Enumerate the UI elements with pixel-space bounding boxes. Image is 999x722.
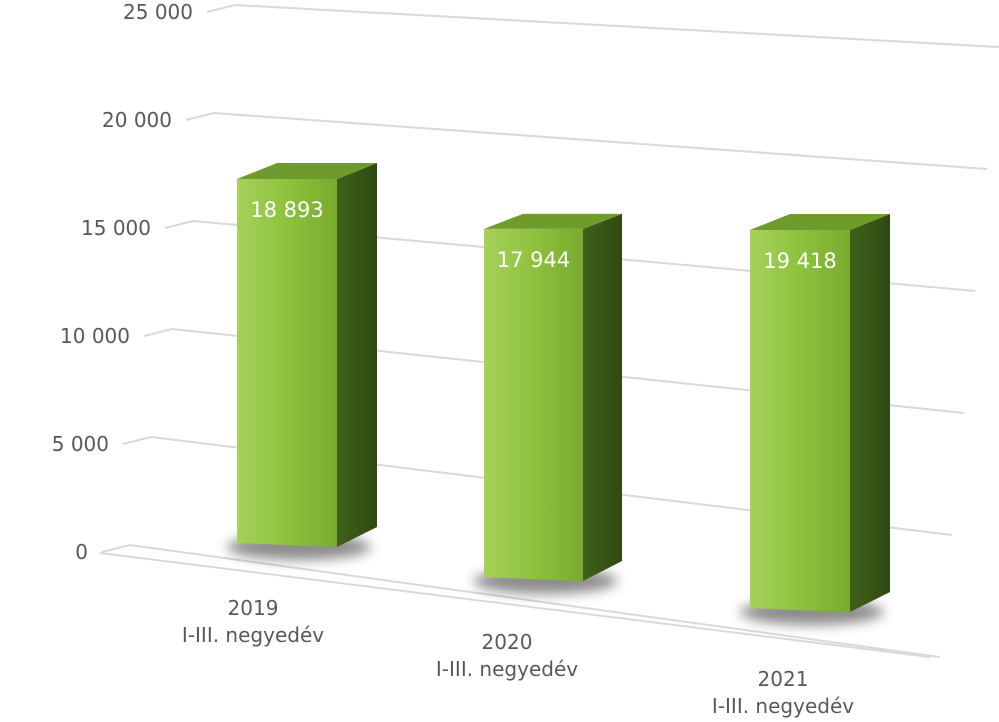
- bar-side: [850, 213, 890, 612]
- gridline-side: [101, 544, 131, 553]
- gridline-side: [122, 436, 152, 445]
- y-tick-label: 10 000: [60, 324, 130, 348]
- gridline-side: [185, 112, 215, 121]
- data-label: 19 418: [763, 249, 836, 273]
- bars: 18 893 17 944 19 418: [227, 162, 890, 625]
- data-label: 18 893: [250, 198, 323, 222]
- category-label: 2020 I-III. negyedév: [436, 630, 578, 681]
- bar-1: 17 944: [473, 213, 622, 594]
- floor-edge: [99, 552, 931, 658]
- gridline: [129, 544, 941, 658]
- bar-top: [750, 213, 890, 230]
- y-tick-label: 15 000: [81, 216, 151, 240]
- bar-top: [237, 162, 377, 179]
- bar-2: 19 418: [740, 213, 890, 625]
- bar-side: [337, 162, 377, 547]
- bar-front: [750, 229, 850, 612]
- gridline-side: [164, 220, 194, 229]
- category-label: 2019 I-III. negyedév: [182, 596, 324, 647]
- gridline-side: [143, 328, 173, 337]
- y-axis: 0 5 000 10 000 15 000 20 000 25 000: [52, 0, 193, 564]
- bar-top: [484, 213, 622, 229]
- x-axis: 2019 I-III. negyedév 2020 I-III. negyedév 20…: [99, 552, 931, 718]
- y-tick-label: 25 000: [123, 0, 193, 24]
- gridline: [234, 4, 999, 48]
- y-tick-label: 0: [75, 540, 88, 564]
- data-label: 17 944: [497, 248, 570, 272]
- category-label: 2021 I-III. negyedév: [712, 667, 854, 718]
- y-tick-label: 20 000: [102, 108, 172, 132]
- gridline-side: [206, 4, 236, 13]
- bar-front: [484, 228, 583, 581]
- y-tick-label: 5 000: [52, 432, 109, 456]
- gridline: [213, 112, 988, 170]
- bar-side: [583, 213, 622, 581]
- bar-front: [237, 178, 337, 547]
- bar-0: 18 893: [227, 162, 377, 560]
